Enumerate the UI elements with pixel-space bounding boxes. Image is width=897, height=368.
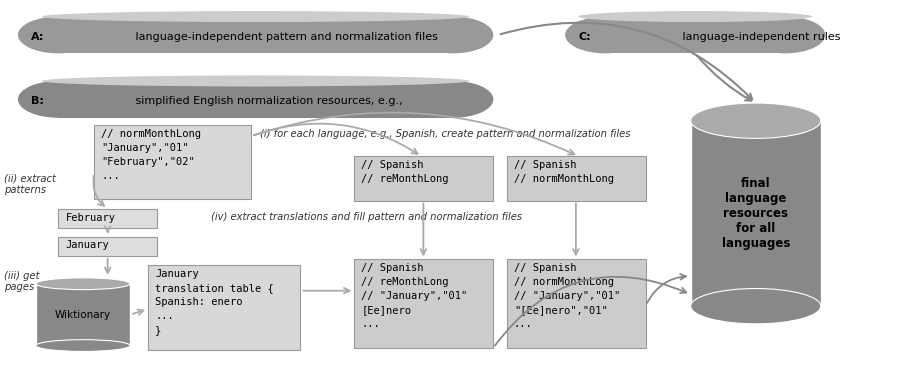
FancyBboxPatch shape	[354, 156, 493, 201]
Ellipse shape	[578, 11, 812, 22]
FancyBboxPatch shape	[58, 209, 157, 228]
Text: // Spanish
// reMonthLong
// "January","01"
[Ee]nero
...: // Spanish // reMonthLong // "January","…	[361, 263, 467, 329]
Text: C:: C:	[579, 32, 591, 42]
Text: B:: B:	[31, 96, 44, 106]
Text: February: February	[65, 213, 116, 223]
Text: // Spanish
// normMonthLong
// "January","01"
"[Ee]nero","01"
...: // Spanish // normMonthLong // "January"…	[514, 263, 620, 329]
Ellipse shape	[36, 278, 130, 290]
Text: language-independent pattern and normalization files: language-independent pattern and normali…	[132, 32, 438, 42]
Bar	[691, 121, 821, 306]
Ellipse shape	[36, 340, 130, 351]
Text: // Spanish
// normMonthLong: // Spanish // normMonthLong	[514, 160, 614, 184]
Text: (iii) get
pages: (iii) get pages	[4, 271, 40, 292]
Ellipse shape	[565, 17, 646, 53]
Text: // normMonthLong
"January","01"
"February","02"
...: // normMonthLong "January","01" "Februar…	[101, 129, 201, 181]
Ellipse shape	[18, 17, 99, 53]
Bar	[605, 17, 785, 53]
Ellipse shape	[413, 17, 493, 53]
Text: January: January	[65, 240, 109, 250]
FancyBboxPatch shape	[354, 259, 493, 348]
Text: (i) for each language, e.g., Spanish, create pattern and normalization files: (i) for each language, e.g., Spanish, cr…	[260, 129, 631, 139]
Text: A:: A:	[31, 32, 45, 42]
Ellipse shape	[18, 81, 99, 118]
Ellipse shape	[691, 289, 821, 324]
Text: // Spanish
// reMonthLong: // Spanish // reMonthLong	[361, 160, 449, 184]
Ellipse shape	[42, 75, 470, 86]
Ellipse shape	[42, 11, 470, 22]
Ellipse shape	[745, 17, 825, 53]
Text: January
translation table {
Spanish: enero
...
}: January translation table { Spanish: ene…	[155, 269, 274, 335]
Ellipse shape	[413, 81, 493, 118]
Bar	[58, 81, 453, 118]
Ellipse shape	[691, 103, 821, 138]
Text: (ii) extract
patterns: (ii) extract patterns	[4, 173, 57, 195]
Bar	[58, 17, 453, 53]
FancyBboxPatch shape	[507, 259, 646, 348]
Text: Wiktionary: Wiktionary	[55, 309, 111, 320]
FancyBboxPatch shape	[58, 237, 157, 256]
Text: language-independent rules: language-independent rules	[679, 32, 840, 42]
Bar	[36, 284, 130, 346]
FancyBboxPatch shape	[507, 156, 646, 201]
FancyBboxPatch shape	[94, 125, 251, 199]
Text: (iv) extract translations and fill pattern and normalization files: (iv) extract translations and fill patte…	[211, 212, 522, 222]
FancyBboxPatch shape	[148, 265, 300, 350]
Text: final
language
resources
for all
languages: final language resources for all languag…	[721, 177, 790, 250]
Text: simplified English normalization resources, e.g.,: simplified English normalization resourc…	[132, 96, 403, 106]
